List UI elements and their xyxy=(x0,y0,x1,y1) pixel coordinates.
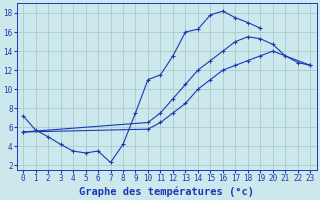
X-axis label: Graphe des températures (°c): Graphe des températures (°c) xyxy=(79,186,254,197)
